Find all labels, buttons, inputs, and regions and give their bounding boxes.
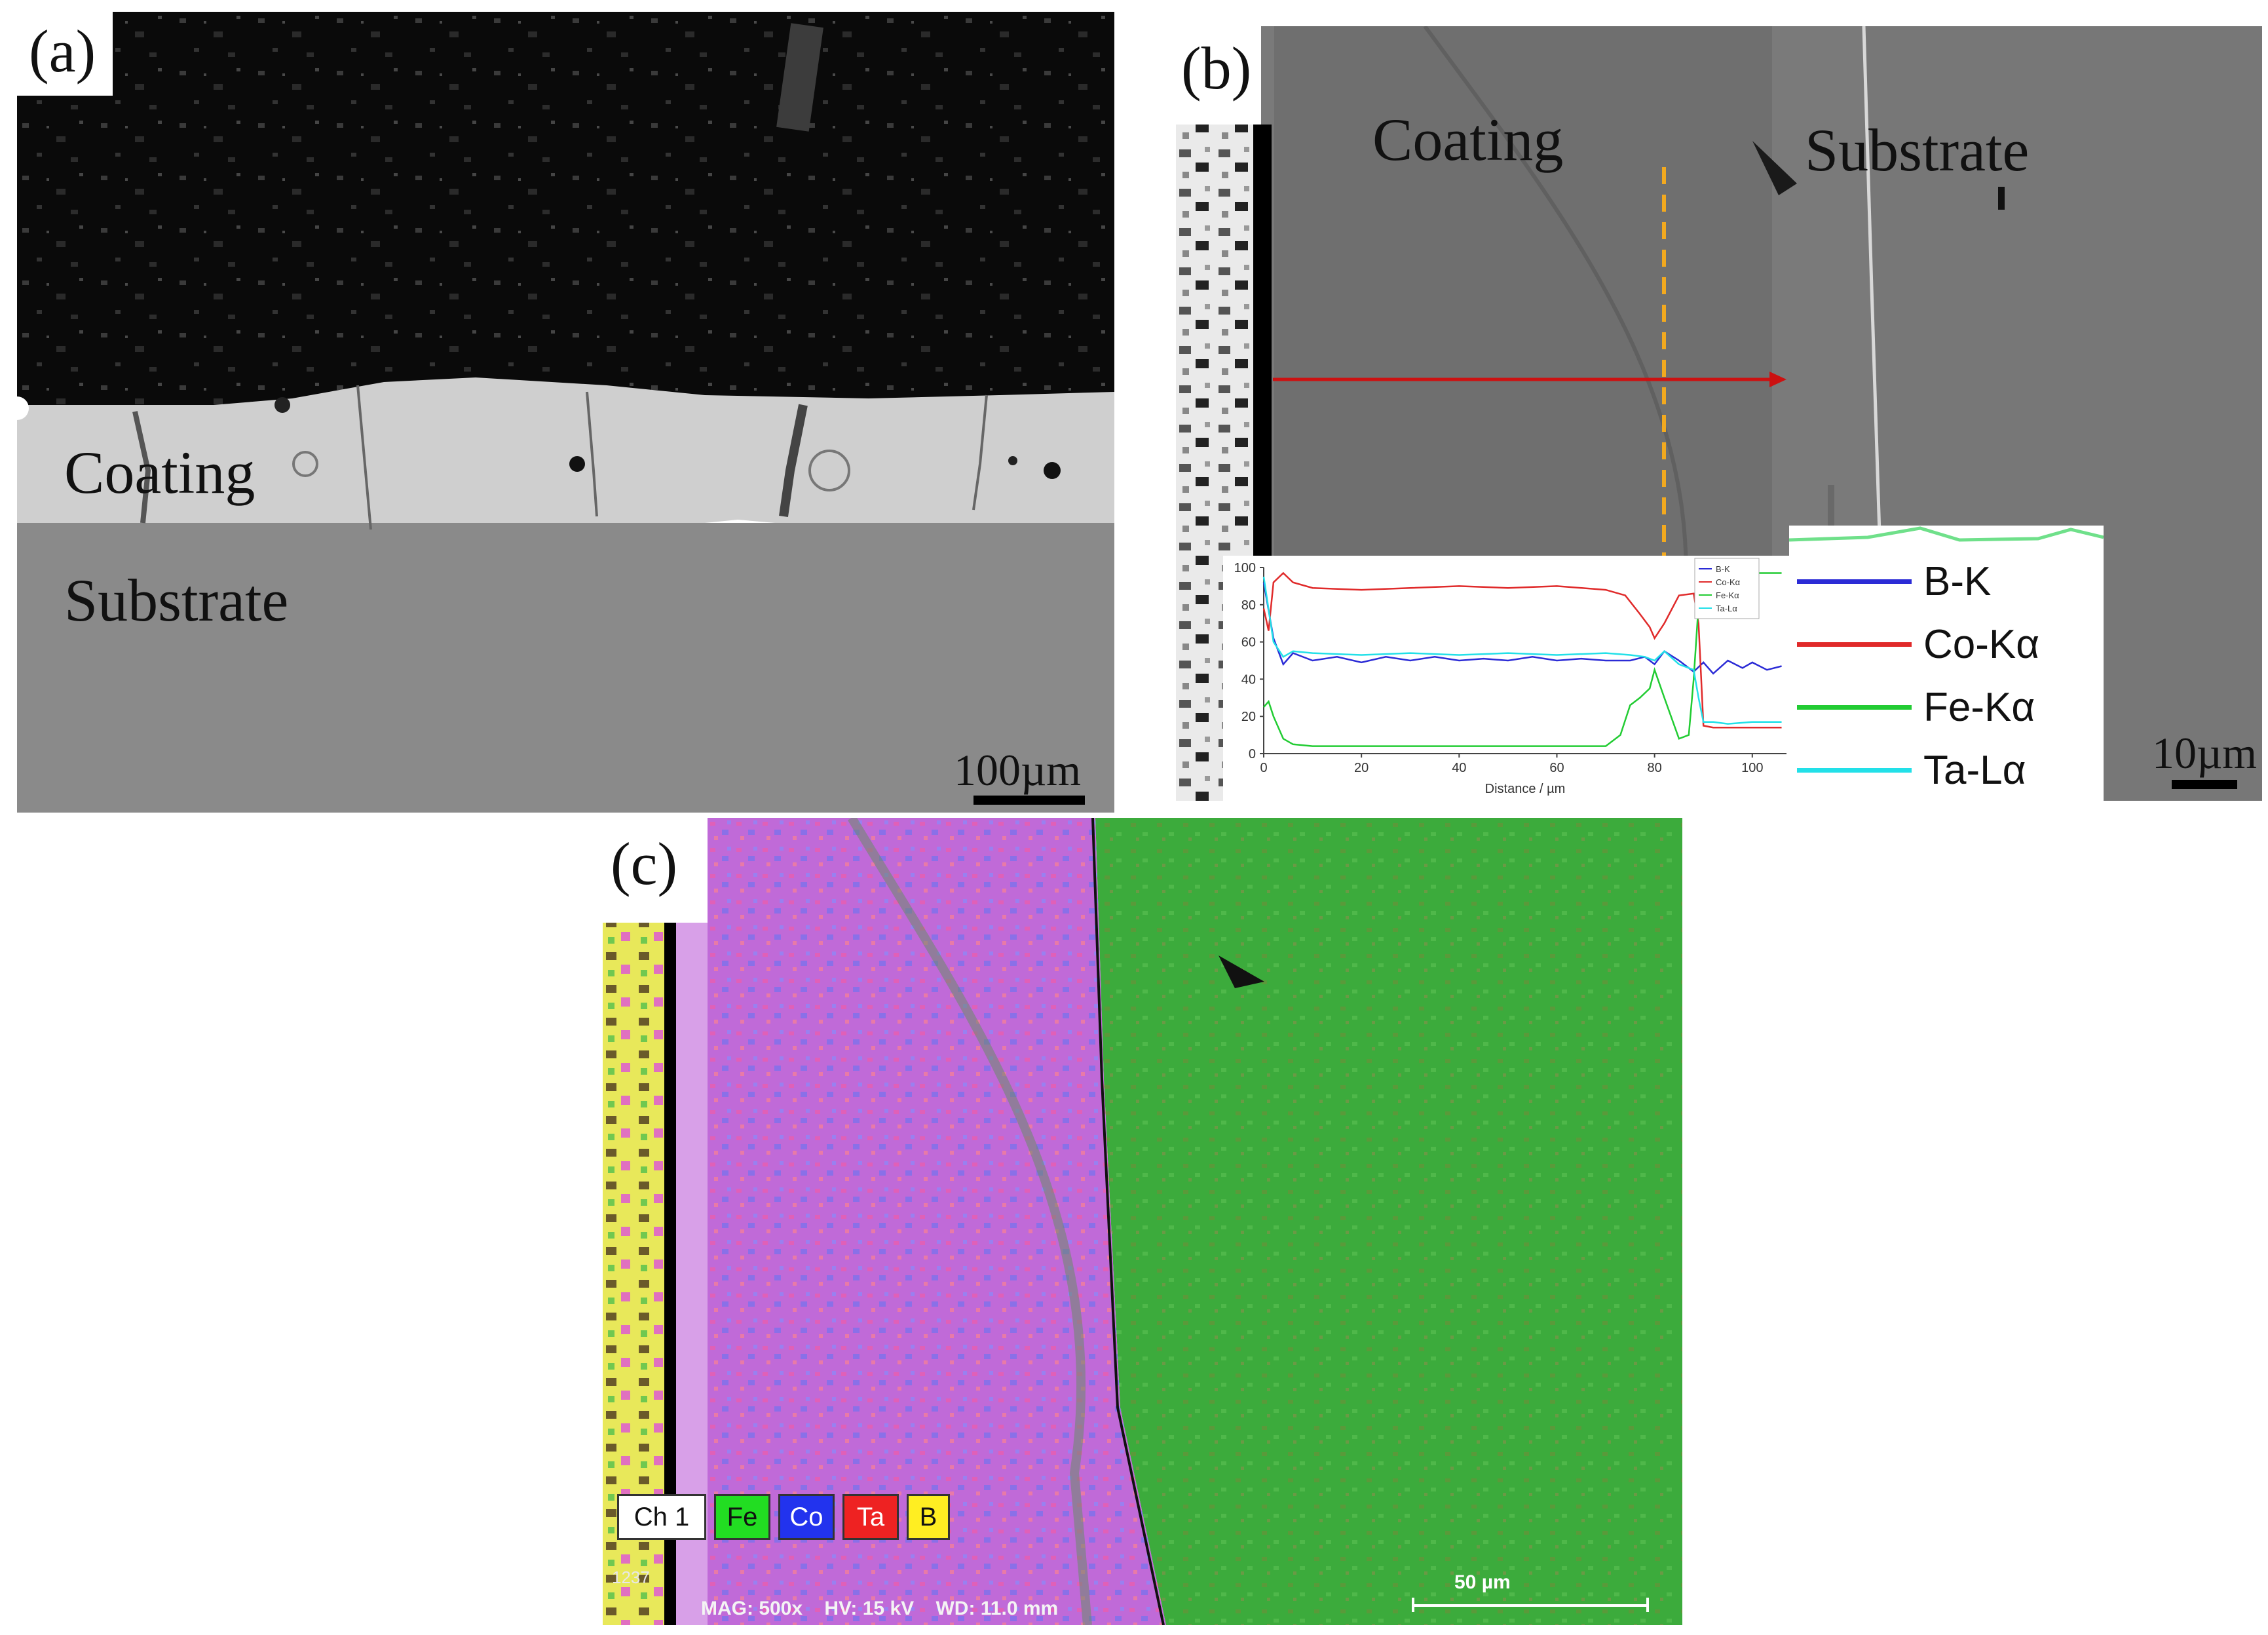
panel-a-label: (a) [17, 12, 113, 96]
panel-c-eds-map [603, 818, 1682, 1625]
panel-a-scale-bar [973, 796, 1085, 805]
y-tick-label: 60 [1241, 636, 1256, 650]
x-tick-label: 100 [1741, 761, 1763, 775]
panel-a-coating-label: Coating [64, 439, 255, 506]
mini-legend-label: Ta-Lα [1716, 604, 1737, 613]
legend-top-green-trace [1789, 526, 2104, 542]
legend-swatch [1797, 768, 1912, 773]
panel-b-label: (b) [1176, 26, 1261, 125]
panel-c-info-text: MAG: 500x HV: 15 kV WD: 11.0 mm [701, 1598, 1059, 1619]
x-tick-label: 80 [1648, 761, 1662, 775]
legend-label: Fe-Kα [1923, 685, 2035, 730]
legend-entry-0: B-K [1789, 552, 2104, 611]
panel-a-micrograph [17, 12, 1114, 813]
legend-label: Ta-Lα [1923, 748, 2026, 793]
series-line-tal [1262, 577, 1782, 725]
panel-a: (a) Coating Substrate 100µm [17, 12, 1114, 813]
x-tick-label: 40 [1452, 761, 1466, 775]
panel-b: (b) Coating Substrate 0 20 40 60 80 100 0 20 40 6… [1176, 26, 2262, 801]
channel-chip-co: Co [778, 1494, 835, 1540]
y-tick-label: 0 [1249, 747, 1256, 761]
panel-c-scale-bar [1412, 1604, 1649, 1607]
legend-swatch [1797, 705, 1912, 710]
y-tick-label: 80 [1241, 598, 1256, 613]
legend-label: B-K [1923, 559, 1992, 604]
panel-b-scale-text: 10µm [2152, 728, 2258, 778]
mini-legend-label: B-K [1716, 564, 1730, 574]
panel-a-scale-text: 100µm [954, 745, 1082, 795]
line-scan-plot: 0 20 40 60 80 100 0 20 40 60 80 100 Distance / µm B-… [1223, 556, 1798, 801]
legend-label: Co-Kα [1923, 622, 2040, 667]
y-tick-label: 100 [1234, 561, 1256, 575]
y-tick-label: 40 [1241, 672, 1256, 687]
x-tick-label: 60 [1549, 761, 1564, 775]
panel-c-label: (c) [603, 818, 701, 921]
panel-c-scale-tick-right [1646, 1598, 1649, 1612]
panel-a-substrate-label: Substrate [64, 567, 289, 634]
legend-entry-2: Fe-Kα [1789, 678, 2104, 737]
channel-chip-ch-1: Ch 1 [617, 1494, 706, 1540]
panel-b-substrate-label: Substrate [1805, 117, 2030, 183]
mini-legend-label: Co-Kα [1716, 577, 1741, 587]
panel-b-coating-label: Coating [1372, 106, 1564, 173]
mini-legend-label: Fe-Kα [1716, 590, 1739, 600]
line-scan-svg: 0 20 40 60 80 100 0 20 40 60 80 100 Distance / µm B-… [1234, 558, 1786, 796]
legend-entry-3: Ta-Lα [1789, 741, 2104, 799]
y-tick-label: 20 [1241, 710, 1256, 724]
panel-b-scale-bar [2172, 780, 2237, 789]
series-line-bk [1262, 582, 1782, 675]
panel-b-scan-arrow-head [1769, 372, 1786, 387]
element-legend: B-K Co-Kα Fe-Kα Ta-Lα [1789, 526, 2104, 801]
channel-chip-b: B [907, 1494, 950, 1540]
panel-c-scale-tick-left [1412, 1598, 1414, 1612]
series-line-cok [1262, 571, 1782, 729]
legend-swatch [1797, 579, 1912, 584]
x-axis-label: Distance / µm [1485, 782, 1566, 796]
channel-chip-ta: Ta [842, 1494, 899, 1540]
panel-c-scale-text: 50 µm [1454, 1571, 1511, 1593]
panel-c: (c) Ch 1 Fe Co Ta B 1237 MAG: 500x HV: 15 kV… [603, 818, 1682, 1625]
legend-swatch [1797, 642, 1912, 647]
panel-c-info-id: 1237 [612, 1568, 650, 1587]
x-tick-label: 0 [1260, 761, 1267, 775]
x-tick-label: 20 [1354, 761, 1369, 775]
channel-chip-fe: Fe [714, 1494, 770, 1540]
legend-entry-1: Co-Kα [1789, 615, 2104, 674]
